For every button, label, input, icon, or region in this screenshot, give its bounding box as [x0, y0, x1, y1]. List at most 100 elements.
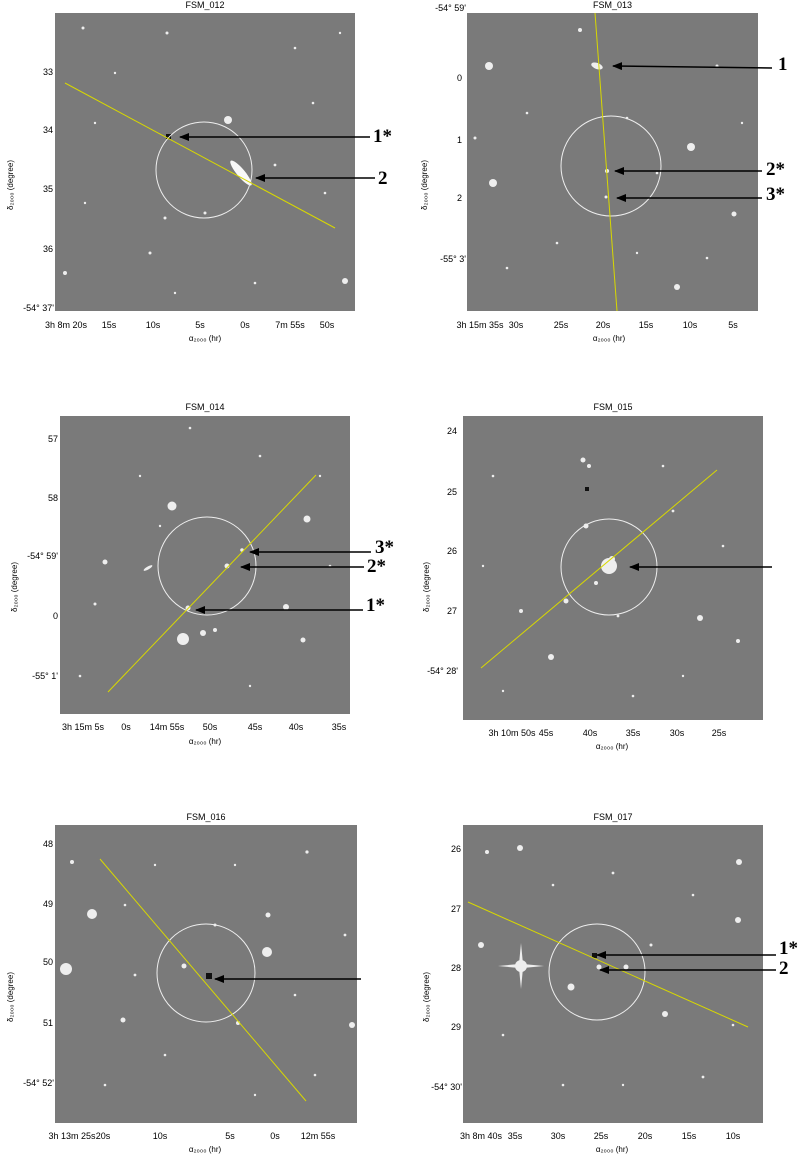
y-tick-label: 0	[456, 73, 462, 83]
x-axis-label: α₂₀₀₀ (hr)	[592, 334, 626, 343]
panel-title: FSM_017	[593, 812, 633, 822]
x-axis-label: α₂₀₀₀ (hr)	[188, 334, 222, 343]
y-tick-label: 34	[42, 125, 53, 135]
x-tick-label: 25s	[711, 728, 727, 738]
x-tick-label: 5s	[728, 320, 738, 330]
x-tick-label: 3h 13m 25s	[48, 1131, 96, 1141]
x-tick-label: 5s	[195, 320, 205, 330]
y-tick-label: -54° 37'	[23, 303, 54, 313]
y-tick-label: -54° 59'	[435, 3, 466, 13]
y-tick-label: 27	[450, 904, 461, 914]
star-field-svg	[60, 850, 355, 1102]
star-field-image	[55, 13, 355, 311]
y-tick-label: 0	[52, 611, 58, 621]
x-tick-label: 10s	[725, 1131, 741, 1141]
callout-label: 2	[378, 168, 388, 189]
callout-label: 3*	[375, 537, 394, 558]
y-tick-label: -54° 52'	[23, 1078, 54, 1088]
x-axis-label: α₂₀₀₀ (hr)	[188, 737, 222, 746]
x-tick-label: 35s	[625, 728, 641, 738]
panel-title: FSM_014	[185, 402, 225, 412]
y-tick-label: 27	[446, 606, 457, 616]
y-tick-label: 58	[47, 493, 58, 503]
x-tick-label: 5s	[225, 1131, 235, 1141]
x-tick-label: 30s	[669, 728, 685, 738]
y-tick-label: -54° 28'	[427, 666, 458, 676]
star-field-image	[55, 825, 357, 1123]
star-field-image	[463, 416, 763, 720]
x-axis-label: α₂₀₀₀ (hr)	[595, 1145, 629, 1154]
callout-label: 2*	[766, 159, 785, 180]
x-axis-label: α₂₀₀₀ (hr)	[595, 742, 629, 751]
panel-title: FSM_013	[592, 0, 633, 10]
x-tick-label: 45s	[247, 722, 263, 732]
x-tick-label: 14m 55s	[149, 722, 185, 732]
x-tick-label: 3h 10m 50s	[488, 728, 536, 738]
x-tick-label: 10s	[682, 320, 698, 330]
y-tick-label: 28	[450, 963, 461, 973]
x-tick-label: 3h 15m 35s	[456, 320, 504, 330]
y-tick-label: -55° 1'	[32, 671, 58, 681]
y-tick-label: 50	[42, 957, 53, 967]
arrow-line	[612, 62, 773, 71]
x-tick-label: 25s	[593, 1131, 609, 1141]
x-tick-label: 3h 8m 20s	[44, 320, 88, 330]
x-tick-label: 15s	[638, 320, 654, 330]
x-tick-label: 10s	[145, 320, 161, 330]
callout-label: 1*	[373, 126, 392, 147]
x-tick-label: 3h 8m 40s	[459, 1131, 503, 1141]
y-tick-label: 51	[42, 1018, 53, 1028]
y-tick-label: 25	[446, 487, 457, 497]
x-tick-label: 12m 55s	[300, 1131, 336, 1141]
x-tick-label: 25s	[553, 320, 569, 330]
x-axis-label: α₂₀₀₀ (hr)	[188, 1145, 222, 1154]
x-tick-label: 50s	[319, 320, 335, 330]
y-tick-label: 26	[446, 546, 457, 556]
y-tick-label: 1	[456, 135, 462, 145]
callout-label: 1*	[366, 595, 385, 616]
y-tick-label: -54° 30'	[431, 1082, 462, 1092]
panel-title: FSM_016	[186, 812, 226, 822]
x-tick-label: 35s	[331, 722, 347, 732]
panel-title: FSM_012	[185, 0, 225, 10]
star-field-image	[60, 416, 350, 714]
panel-title: FSM_015	[593, 402, 633, 412]
callout-label: 3*	[766, 184, 785, 205]
x-tick-label: 20s	[95, 1131, 111, 1141]
x-tick-label: 7m 55s	[275, 320, 305, 330]
y-tick-label: 26	[450, 844, 461, 854]
x-tick-label: 50s	[202, 722, 218, 732]
y-tick-label: 49	[42, 899, 53, 909]
star-field-image	[463, 825, 763, 1123]
y-tick-label: 57	[47, 434, 58, 444]
y-tick-label: 48	[42, 839, 53, 849]
x-tick-label: 45s	[538, 728, 554, 738]
star-field-svg	[473, 13, 744, 311]
star-field-svg	[78, 426, 332, 693]
x-tick-label: 15s	[681, 1131, 697, 1141]
y-tick-label: 33	[42, 67, 53, 77]
y-tick-label: -55° 3'	[440, 254, 466, 264]
y-tick-label: 29	[450, 1022, 461, 1032]
x-tick-label: 40s	[288, 722, 304, 732]
y-tick-label: -54° 59'	[27, 551, 58, 561]
x-tick-label: 15s	[101, 320, 117, 330]
x-tick-label: 35s	[507, 1131, 523, 1141]
x-tick-label: 0s	[121, 722, 131, 732]
x-tick-label: 40s	[582, 728, 598, 738]
star-field-svg	[63, 26, 348, 295]
y-tick-label: 35	[42, 184, 53, 194]
x-tick-label: 10s	[152, 1131, 168, 1141]
y-tick-label: 2	[456, 193, 462, 203]
callout-label: 1	[778, 54, 788, 75]
callout-label: 2	[779, 958, 789, 979]
x-tick-label: 20s	[637, 1131, 653, 1141]
x-tick-label: 30s	[508, 320, 524, 330]
star-field-svg	[467, 845, 749, 1087]
x-tick-label: 20s	[595, 320, 611, 330]
y-tick-label: 36	[42, 244, 53, 254]
x-tick-label: 0s	[270, 1131, 280, 1141]
x-tick-label: 0s	[240, 320, 250, 330]
x-tick-label: 3h 15m 5s	[61, 722, 105, 732]
